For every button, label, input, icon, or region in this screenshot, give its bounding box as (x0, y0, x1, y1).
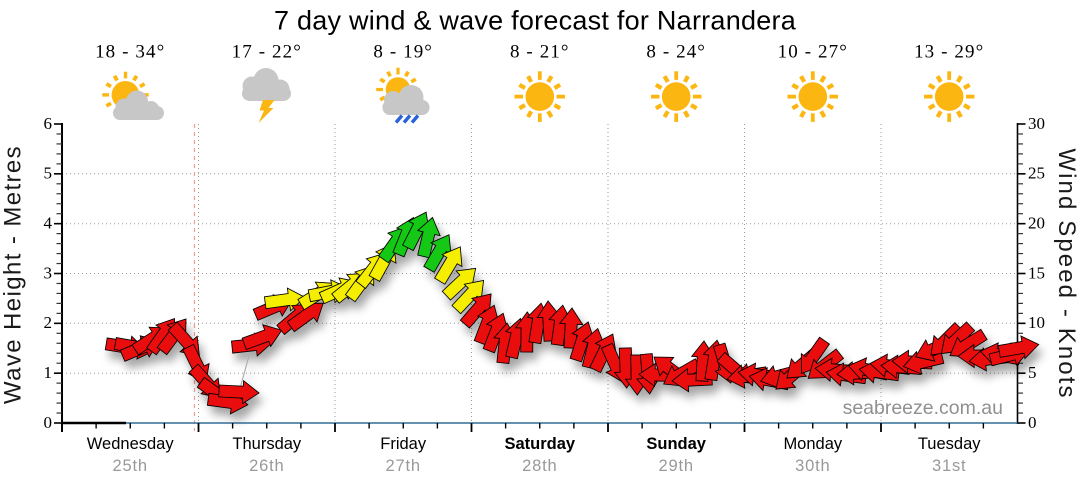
svg-text:10: 10 (1028, 313, 1045, 332)
svg-text:Saturday: Saturday (504, 435, 575, 453)
svg-text:31st: 31st (932, 457, 966, 475)
svg-text:Wave Height - Metres: Wave Height - Metres (0, 145, 27, 404)
svg-text:17 - 22°: 17 - 22° (232, 42, 302, 63)
svg-text:7 day wind & wave forecast for: 7 day wind & wave forecast for Narrander… (274, 6, 797, 36)
svg-text:15: 15 (1028, 263, 1045, 282)
svg-text:30th: 30th (795, 457, 830, 475)
svg-text:1: 1 (44, 363, 53, 382)
svg-text:Tuesday: Tuesday (918, 435, 981, 453)
svg-text:Wednesday: Wednesday (87, 435, 175, 453)
svg-text:Friday: Friday (380, 435, 427, 453)
svg-text:27th: 27th (386, 457, 421, 475)
svg-text:8 - 24°: 8 - 24° (646, 42, 706, 63)
svg-text:10 - 27°: 10 - 27° (778, 42, 848, 63)
svg-text:20: 20 (1028, 214, 1045, 233)
svg-text:8 - 21°: 8 - 21° (510, 42, 570, 63)
svg-text:28th: 28th (522, 457, 557, 475)
svg-text:0: 0 (44, 413, 53, 432)
svg-text:8 - 19°: 8 - 19° (373, 42, 433, 63)
svg-text:13 - 29°: 13 - 29° (914, 42, 984, 63)
svg-text:4: 4 (44, 214, 53, 233)
svg-text:25: 25 (1028, 164, 1045, 183)
svg-text:26th: 26th (249, 457, 284, 475)
svg-text:0: 0 (1028, 413, 1037, 432)
svg-text:Thursday: Thursday (232, 435, 302, 453)
svg-text:Monday: Monday (783, 435, 842, 453)
svg-text:5: 5 (1028, 363, 1037, 382)
svg-text:2: 2 (44, 313, 53, 332)
svg-text:30: 30 (1028, 114, 1045, 133)
svg-text:18 - 34°: 18 - 34° (95, 42, 165, 63)
svg-text:Sunday: Sunday (646, 435, 706, 453)
svg-text:Wind Speed - Knots: Wind Speed - Knots (1053, 148, 1080, 399)
svg-text:29th: 29th (659, 457, 694, 475)
svg-text:6: 6 (44, 114, 53, 133)
svg-text:5: 5 (44, 164, 53, 183)
svg-text:3: 3 (44, 263, 53, 282)
svg-text:seabreeze.com.au: seabreeze.com.au (843, 397, 1003, 419)
svg-text:25th: 25th (113, 457, 148, 475)
